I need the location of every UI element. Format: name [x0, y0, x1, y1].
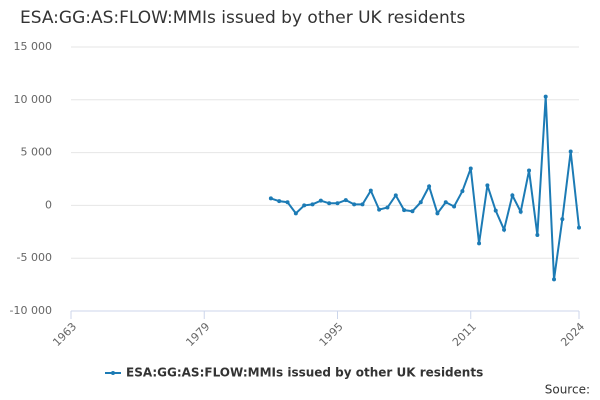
y-tick-label: -10 000 [10, 304, 52, 317]
point [443, 200, 448, 205]
point [518, 209, 523, 214]
point [352, 202, 357, 207]
point [452, 204, 457, 209]
point [485, 183, 490, 188]
point [402, 208, 407, 213]
x-tick-label: 1995 [317, 320, 346, 349]
point [543, 94, 548, 99]
point [418, 200, 423, 205]
point [302, 203, 307, 208]
point [277, 199, 282, 204]
point [535, 232, 540, 237]
point [460, 189, 465, 194]
point [560, 217, 565, 222]
x-tick-label: 1963 [50, 320, 79, 349]
point [385, 205, 390, 210]
y-tick-label: 10 000 [14, 93, 53, 106]
point [552, 277, 557, 282]
point [335, 201, 340, 206]
point [293, 211, 298, 216]
x-tick-label: 2011 [450, 320, 479, 349]
point [477, 241, 482, 246]
series-line [270, 96, 580, 280]
y-tick-label: 5 000 [21, 146, 53, 159]
point [410, 209, 415, 214]
legend-marker [111, 371, 115, 375]
point [568, 149, 573, 154]
chart-title: ESA:GG:AS:FLOW:MMIs issued by other UK r… [20, 8, 465, 28]
point [427, 184, 432, 189]
y-tick-label: -5 000 [17, 251, 52, 264]
point [327, 201, 332, 206]
point [493, 208, 498, 213]
y-tick-label: 15 000 [14, 40, 53, 53]
point [577, 225, 581, 230]
point [318, 198, 323, 203]
point [268, 196, 273, 201]
point [310, 202, 315, 207]
y-tick-label: 0 [45, 198, 52, 211]
source: Source: [545, 383, 590, 397]
x-tick-label: 1979 [183, 320, 212, 349]
point [510, 193, 515, 198]
point [343, 198, 348, 203]
point [435, 211, 440, 216]
point [502, 227, 507, 232]
point [468, 166, 473, 171]
point [285, 200, 290, 205]
point [377, 207, 382, 212]
legend-label: ESA:GG:AS:FLOW:MMIs issued by other UK r… [126, 366, 483, 380]
x-tick-label: 2024 [558, 320, 587, 349]
point [368, 188, 373, 193]
point [527, 168, 532, 173]
point [393, 193, 398, 198]
point [360, 202, 365, 207]
